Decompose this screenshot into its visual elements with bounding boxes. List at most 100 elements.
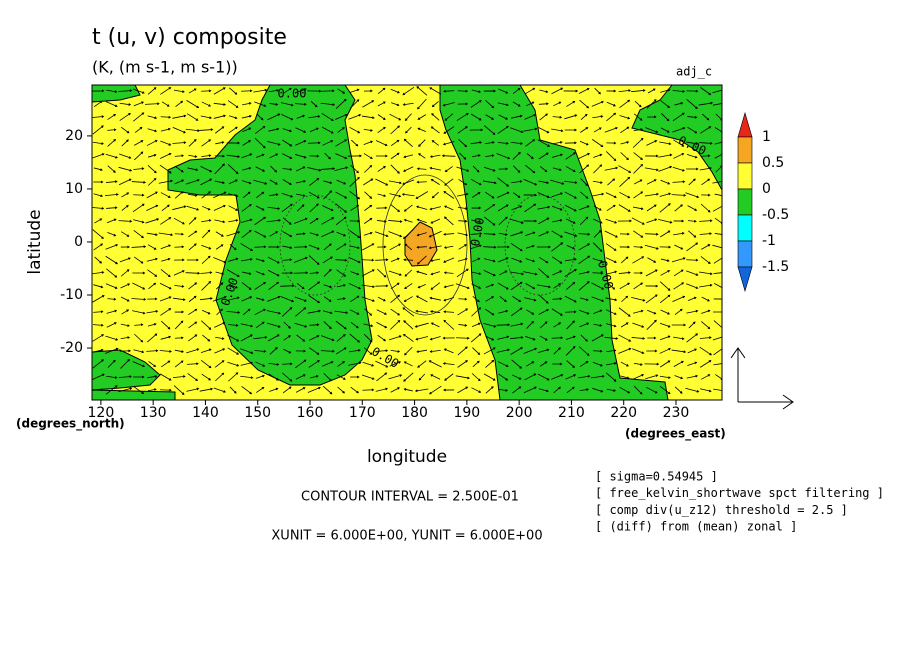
wind-vector — [120, 126, 130, 134]
wind-vector — [565, 374, 577, 380]
wind-vector — [241, 218, 253, 223]
wind-vector — [539, 321, 548, 329]
wind-vector — [483, 258, 496, 263]
wind-vector — [699, 360, 712, 368]
wind-vector — [619, 232, 630, 236]
wind-vector — [578, 232, 591, 236]
wind-vector — [269, 179, 278, 185]
wind-vector — [174, 245, 185, 249]
wind-vector — [349, 126, 361, 134]
wind-vector — [160, 140, 172, 146]
wind-vector — [687, 115, 698, 119]
wind-vector — [94, 256, 102, 264]
wind-vector — [564, 295, 577, 303]
wind-vector — [512, 386, 522, 394]
wind-vector — [200, 348, 212, 353]
wind-vector — [402, 102, 414, 106]
wind-vector — [604, 126, 618, 133]
wind-vector — [472, 347, 481, 355]
wind-vector — [294, 322, 308, 328]
wind-vector — [146, 139, 158, 146]
wind-vector — [431, 140, 439, 146]
wind-vector — [362, 361, 375, 367]
wind-vector — [404, 113, 412, 121]
wind-vector — [242, 308, 251, 316]
wind-vector — [350, 386, 359, 394]
wind-vector — [619, 386, 631, 394]
wind-vector — [646, 99, 657, 109]
wind-vector — [174, 232, 184, 236]
wind-vector — [565, 166, 576, 173]
wind-vector — [712, 205, 722, 212]
wind-vector — [525, 244, 535, 249]
wind-vector — [604, 336, 619, 340]
wind-vector — [458, 178, 468, 186]
wind-vector — [644, 362, 660, 366]
wind-vector — [553, 347, 561, 355]
wind-vector — [671, 193, 687, 197]
wind-vector — [121, 192, 130, 198]
wind-vector — [294, 359, 307, 369]
wind-vector — [699, 283, 713, 288]
wind-vector — [496, 245, 510, 249]
wind-vector — [105, 255, 118, 265]
wind-vector — [159, 296, 172, 302]
wind-vector — [307, 167, 322, 172]
wind-vector — [671, 257, 686, 263]
wind-vector — [266, 310, 281, 315]
wind-vector — [539, 89, 549, 93]
colorbar-cap — [737, 266, 753, 293]
wind-vector — [405, 126, 412, 134]
wind-vector — [254, 349, 267, 353]
wind-vector — [186, 205, 200, 211]
wind-vector — [336, 334, 346, 342]
wind-vector — [295, 102, 307, 106]
wind-vector — [106, 206, 118, 210]
wind-vector — [497, 204, 509, 212]
wind-vector — [551, 336, 564, 340]
wind-vector — [579, 99, 590, 109]
wind-vector — [631, 296, 646, 302]
wind-vector — [389, 243, 401, 251]
wind-vector — [200, 271, 213, 274]
wind-vector — [132, 203, 145, 213]
colorbar-label: 0 — [762, 181, 771, 197]
wind-vector — [321, 335, 335, 342]
wind-vector — [524, 113, 537, 120]
wind-vector — [512, 296, 522, 303]
wind-vector — [159, 282, 172, 290]
wind-vector — [309, 271, 319, 275]
wind-vector — [173, 270, 185, 276]
wind-vector — [199, 297, 213, 301]
x-tick-label: 230 — [663, 405, 690, 421]
wind-vector — [444, 178, 454, 186]
contour-label: 0.00 — [468, 216, 487, 247]
wind-vector — [377, 193, 387, 197]
wind-vector — [647, 309, 657, 315]
wind-vector — [418, 373, 426, 381]
wind-vector — [133, 256, 144, 264]
wind-vector — [227, 164, 239, 175]
wind-vector — [374, 231, 389, 238]
wind-vector — [308, 115, 321, 119]
wind-vector — [485, 308, 495, 316]
wind-vector — [551, 192, 564, 198]
wind-vector — [470, 100, 482, 108]
wind-vector — [375, 140, 388, 147]
wind-vector — [294, 296, 307, 302]
wind-vector — [687, 205, 698, 211]
wind-vector — [416, 180, 427, 184]
wind-vector — [92, 153, 105, 159]
wind-vector — [269, 193, 279, 196]
wind-vector — [592, 242, 603, 252]
wind-vector — [699, 388, 712, 393]
wind-vector — [310, 100, 318, 108]
wind-vector — [430, 178, 440, 185]
wind-vector — [107, 114, 117, 120]
wind-vector — [227, 334, 240, 342]
wind-vector — [713, 257, 722, 264]
wind-vector — [266, 140, 281, 146]
x-tick-label: 140 — [192, 405, 219, 421]
wind-vector — [296, 166, 306, 172]
wind-vector — [483, 270, 496, 277]
